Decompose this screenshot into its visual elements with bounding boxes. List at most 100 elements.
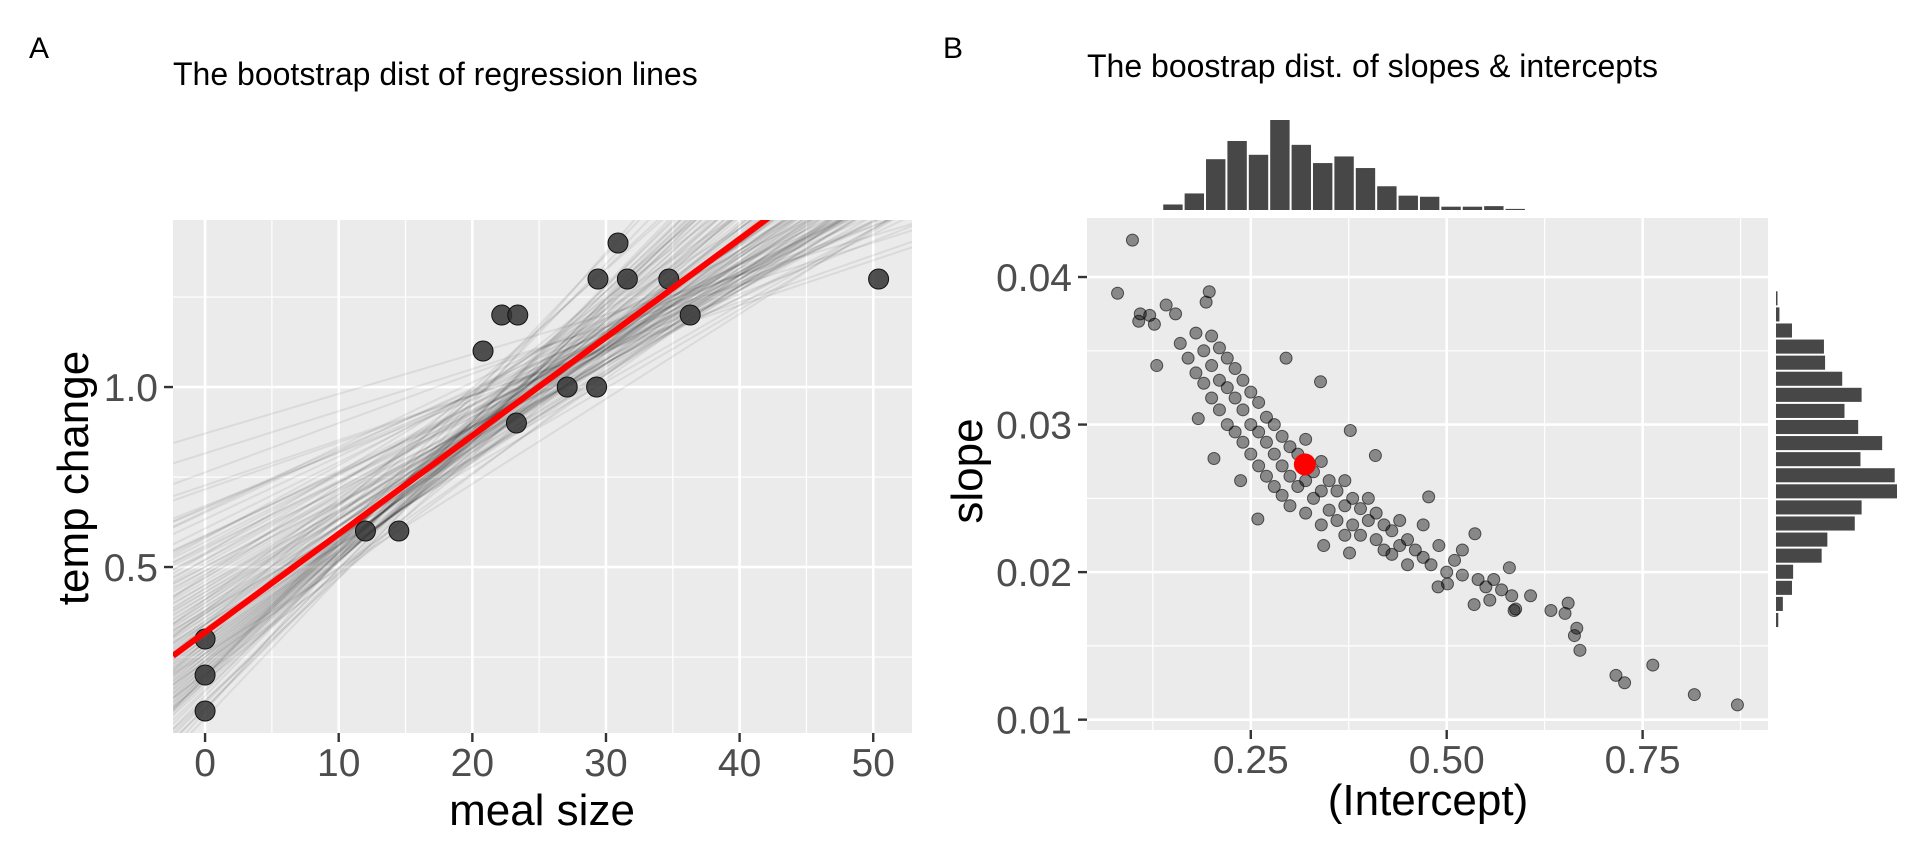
top-histogram-bar [1334,156,1354,210]
bootstrap-line [173,220,890,631]
right-histogram-bar [1776,323,1792,338]
bootstrap-sample-point [1509,602,1523,616]
right-histogram-bar [1776,484,1897,499]
bootstrap-sample-point [1173,336,1187,350]
bootstrap-line [179,220,697,733]
bootstrap-sample-point [1189,366,1203,380]
bootstrap-sample-point [1524,589,1538,603]
bootstrap-line [173,220,748,699]
bootstrap-line [173,220,708,717]
bootstrap-sample-point [1220,381,1234,395]
panel-b-y-axis-title: slope [943,418,992,523]
bootstrap-sample-point [1448,553,1462,567]
bootstrap-sample-point [1202,285,1216,299]
bootstrap-line [173,220,753,665]
bootstrap-sample-point [1502,561,1516,575]
bootstrap-line [173,224,912,520]
bootstrap-sample-point [1687,688,1701,702]
bootstrap-line [173,220,693,733]
bootstrap-sample-point [1544,603,1558,617]
bootstrap-sample-point [1618,676,1632,690]
right-histogram-bar [1776,564,1794,579]
bootstrap-line [173,220,731,731]
plot-area [173,220,912,733]
bootstrap-line [173,220,776,626]
bootstrap-line [173,220,698,638]
bootstrap-sample-point [1267,418,1281,432]
bootstrap-line [173,220,664,655]
bootstrap-line [173,220,718,682]
panel-tag-a: A [29,32,49,65]
right-histogram-bar [1776,339,1824,354]
top-histogram-bar [1270,120,1290,210]
bootstrap-sample-point [1440,577,1454,591]
bootstrap-line [173,220,895,644]
bootstrap-line [173,220,770,709]
bootstrap-sample-point [1244,385,1258,399]
bootstrap-sample-point [1275,459,1289,473]
bootstrap-line [173,220,671,730]
bootstrap-sample-point [1228,391,1242,405]
bootstrap-sample-point [1212,341,1226,355]
bootstrap-line [173,220,846,536]
right-histogram-bar [1776,612,1779,628]
bootstrap-line [173,220,765,638]
top-histogram-bar [1505,208,1525,210]
bootstrap-line [173,220,842,620]
data-point [607,232,629,254]
right-histogram-bar [1776,548,1822,563]
bootstrap-sample-point [1236,403,1250,417]
bootstrap-line [173,220,812,625]
plot-area [1111,233,1744,712]
bootstrap-sample-point [1416,550,1430,564]
bootstrap-line [173,220,766,691]
top-histogram-bar [1163,204,1183,210]
bootstrap-line [173,220,735,689]
bootstrap-line [173,220,676,707]
data-point [194,700,216,722]
bootstrap-line [173,220,719,712]
bootstrap-sample-point [1275,488,1289,502]
bootstrap-sample-point [1609,668,1623,682]
data-point [586,376,608,398]
data-point [616,268,638,290]
top-histogram-bar [1377,186,1397,210]
top-histogram-bar [1355,168,1376,210]
bootstrap-line [173,220,821,583]
bootstrap-sample-point [1353,528,1367,542]
bootstrap-line [173,220,650,712]
bootstrap-sample-point [1401,558,1415,572]
bootstrap-line [173,220,851,567]
bootstrap-line [173,220,827,564]
bootstrap-line [173,220,805,591]
right-histogram-bar [1776,291,1778,306]
bootstrap-line [173,220,845,627]
y-tick-label: 0.03 [996,405,1072,448]
bootstrap-sample-point [1483,593,1497,607]
right-histogram-bar [1776,468,1895,483]
panel-tag-b: B [943,32,963,65]
right-histogram-bar [1776,355,1826,370]
top-histogram-bar [1441,206,1461,210]
bootstrap-line [173,220,704,706]
right-histogram-bar [1776,403,1845,418]
bootstrap-line [173,220,848,554]
bootstrap-line [173,220,816,699]
y-tick-label: 0.01 [996,700,1072,743]
bootstrap-sample-point [1111,286,1125,300]
bootstrap-sample-point [1283,469,1297,483]
bootstrap-sample-point [1314,518,1328,532]
bootstrap-sample-point [1228,425,1242,439]
bootstrap-line [173,220,835,609]
bootstrap-sample-point [1228,362,1242,376]
top-histogram-bar [1184,193,1205,210]
bootstrap-sample-point [1283,440,1297,454]
right-histogram-bar [1776,307,1780,322]
top-histogram-bar [1312,163,1333,210]
bootstrap-sample-point [1159,298,1173,312]
bootstrap-line [173,220,715,701]
bootstrap-sample-point [1150,359,1164,373]
bootstrap-line [173,220,799,678]
data-point [472,340,494,362]
estimate-point [1293,453,1316,476]
